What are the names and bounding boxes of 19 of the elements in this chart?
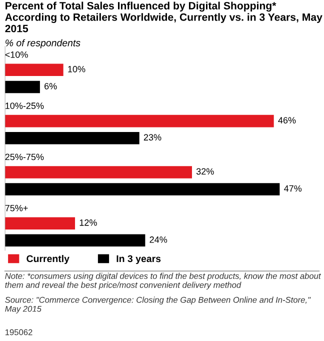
y-tick-label: <10% bbox=[5, 51, 28, 58]
data-label: 6% bbox=[44, 82, 57, 90]
text: 195062 bbox=[5, 329, 32, 336]
legend-label: Currently bbox=[26, 254, 70, 264]
legend-label: In 3 years bbox=[116, 255, 161, 264]
data-label: 23% bbox=[144, 134, 162, 141]
data-label: 24% bbox=[150, 236, 168, 243]
data-label: 32% bbox=[196, 168, 214, 175]
data-label: 46% bbox=[278, 117, 296, 124]
data-label: 12% bbox=[80, 219, 97, 226]
chart-subtitle: % of respondents bbox=[6, 39, 80, 48]
y-tick-label: 75%+ bbox=[5, 204, 28, 212]
y-tick-label: 10%-25% bbox=[6, 102, 44, 109]
source-note: Source: "Commerce Convergence: Closing the Gap Between Online and In-Store," May 2015 bbox=[5, 296, 311, 314]
text: Note: *consumers using digital devices to find the best products, know the most about them and reveal the best price/most convenient delivery method bbox=[5, 272, 322, 290]
data-label: 10% bbox=[68, 66, 86, 72]
chart-title: Percent of Total Sales Influenced by Digital Shopping* According to Retailers Worldwide, Currently vs. in 3 Years, May 2015 bbox=[5, 2, 322, 32]
data-label: 47% bbox=[284, 185, 302, 192]
y-tick-label: 25%-75% bbox=[5, 154, 44, 160]
